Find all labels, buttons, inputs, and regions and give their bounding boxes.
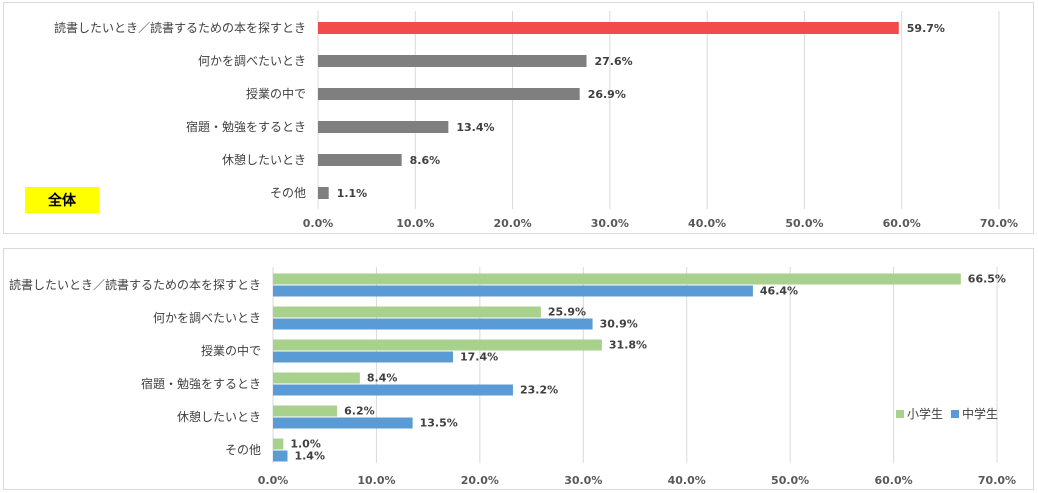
category-label: 授業の中で [246, 86, 306, 101]
x-tick-label: 10.0% [357, 474, 395, 487]
data-label: 46.4% [760, 285, 798, 298]
bar [318, 22, 899, 34]
category-label: 何かを調べたいとき [198, 54, 306, 68]
category-label: 宿題・勉強をするとき [186, 119, 306, 134]
data-label: 13.4% [456, 121, 494, 134]
bar [318, 187, 329, 199]
x-tick-label: 0.0% [258, 474, 289, 487]
data-label: 23.2% [520, 384, 558, 397]
category-label: その他 [270, 186, 306, 200]
data-label: 13.5% [420, 417, 458, 430]
x-tick-label: 30.0% [591, 217, 629, 230]
bar-junior-high [273, 318, 593, 330]
category-label: 何かを調べたいとき [153, 311, 261, 325]
x-tick-label: 20.0% [493, 217, 531, 230]
data-label: 8.6% [410, 154, 441, 167]
bar-elementary [273, 273, 961, 285]
x-tick-label: 20.0% [461, 474, 499, 487]
bar-elementary [273, 306, 541, 318]
x-tick-label: 60.0% [874, 474, 912, 487]
data-label: 59.7% [907, 22, 945, 35]
category-label: 宿題・勉強をするとき [141, 376, 261, 391]
bar-elementary [273, 339, 602, 351]
data-label: 66.5% [968, 273, 1006, 286]
bar-junior-high [273, 384, 513, 396]
school-level-chart: 0.0% 10.0% 20.0% 30.0% 40.0% 50.0% 60.0% 70.0% 読… [9, 267, 1016, 487]
x-tick-label: 50.0% [785, 217, 823, 230]
category-label: その他 [225, 443, 261, 457]
bar [318, 88, 580, 100]
data-label: 8.4% [367, 372, 398, 385]
school-level-chart-panel: 0.0% 10.0% 20.0% 30.0% 40.0% 50.0% 60.0% 70.0% 読… [3, 248, 1034, 490]
x-tick-label: 70.0% [980, 217, 1018, 230]
data-label: 27.6% [595, 55, 633, 68]
legend-label-elementary: 小学生 [906, 407, 943, 421]
data-label: 1.1% [337, 187, 368, 200]
data-label: 31.8% [609, 339, 647, 352]
x-tick-label: 40.0% [688, 217, 726, 230]
bar-junior-high [273, 450, 288, 462]
overall-chart: 0.0% 10.0% 20.0% 30.0% 40.0% 50.0% 60.0% 70.0% 読… [54, 11, 1018, 230]
legend-item-elementary: 小学生 [895, 405, 943, 422]
x-tick-label: 40.0% [668, 474, 706, 487]
category-label: 読書したいとき／読書するための本を探すとき [9, 277, 261, 292]
bar [318, 55, 587, 67]
overall-badge: 全体 [25, 187, 99, 213]
data-label: 1.4% [294, 450, 325, 463]
x-tick-label: 10.0% [396, 217, 434, 230]
bar-junior-high [273, 417, 413, 429]
data-label: 1.0% [290, 438, 321, 451]
legend-item-junior-high: 中学生 [950, 405, 998, 422]
x-tick-label: 0.0% [303, 217, 334, 230]
data-label: 26.9% [588, 88, 626, 101]
data-label: 6.2% [344, 405, 375, 418]
legend-swatch-elementary [895, 410, 904, 418]
bar-elementary [273, 405, 338, 417]
data-label: 30.9% [600, 318, 638, 331]
bar [318, 154, 402, 166]
category-label: 授業の中で [201, 343, 261, 358]
x-tick-label: 50.0% [771, 474, 809, 487]
data-label: 25.9% [548, 306, 586, 319]
data-label: 17.4% [460, 351, 498, 364]
x-tick-label: 30.0% [564, 474, 602, 487]
bar-elementary [273, 438, 284, 450]
category-label: 休憩したいとき [222, 152, 306, 167]
legend: 小学生 中学生 [895, 405, 998, 422]
bar-junior-high [273, 351, 453, 363]
bar-elementary [273, 372, 360, 384]
x-tick-label: 70.0% [978, 474, 1016, 487]
overall-chart-panel: 0.0% 10.0% 20.0% 30.0% 40.0% 50.0% 60.0% 70.0% 読… [3, 2, 1034, 234]
category-label: 休憩したいとき [177, 409, 261, 424]
legend-label-junior-high: 中学生 [961, 407, 998, 421]
bar-junior-high [273, 285, 753, 297]
category-label: 読書したいとき／読書するための本を探すとき [54, 20, 306, 35]
legend-swatch-junior-high [950, 410, 959, 418]
bar [318, 121, 449, 133]
x-tick-label: 60.0% [883, 217, 921, 230]
